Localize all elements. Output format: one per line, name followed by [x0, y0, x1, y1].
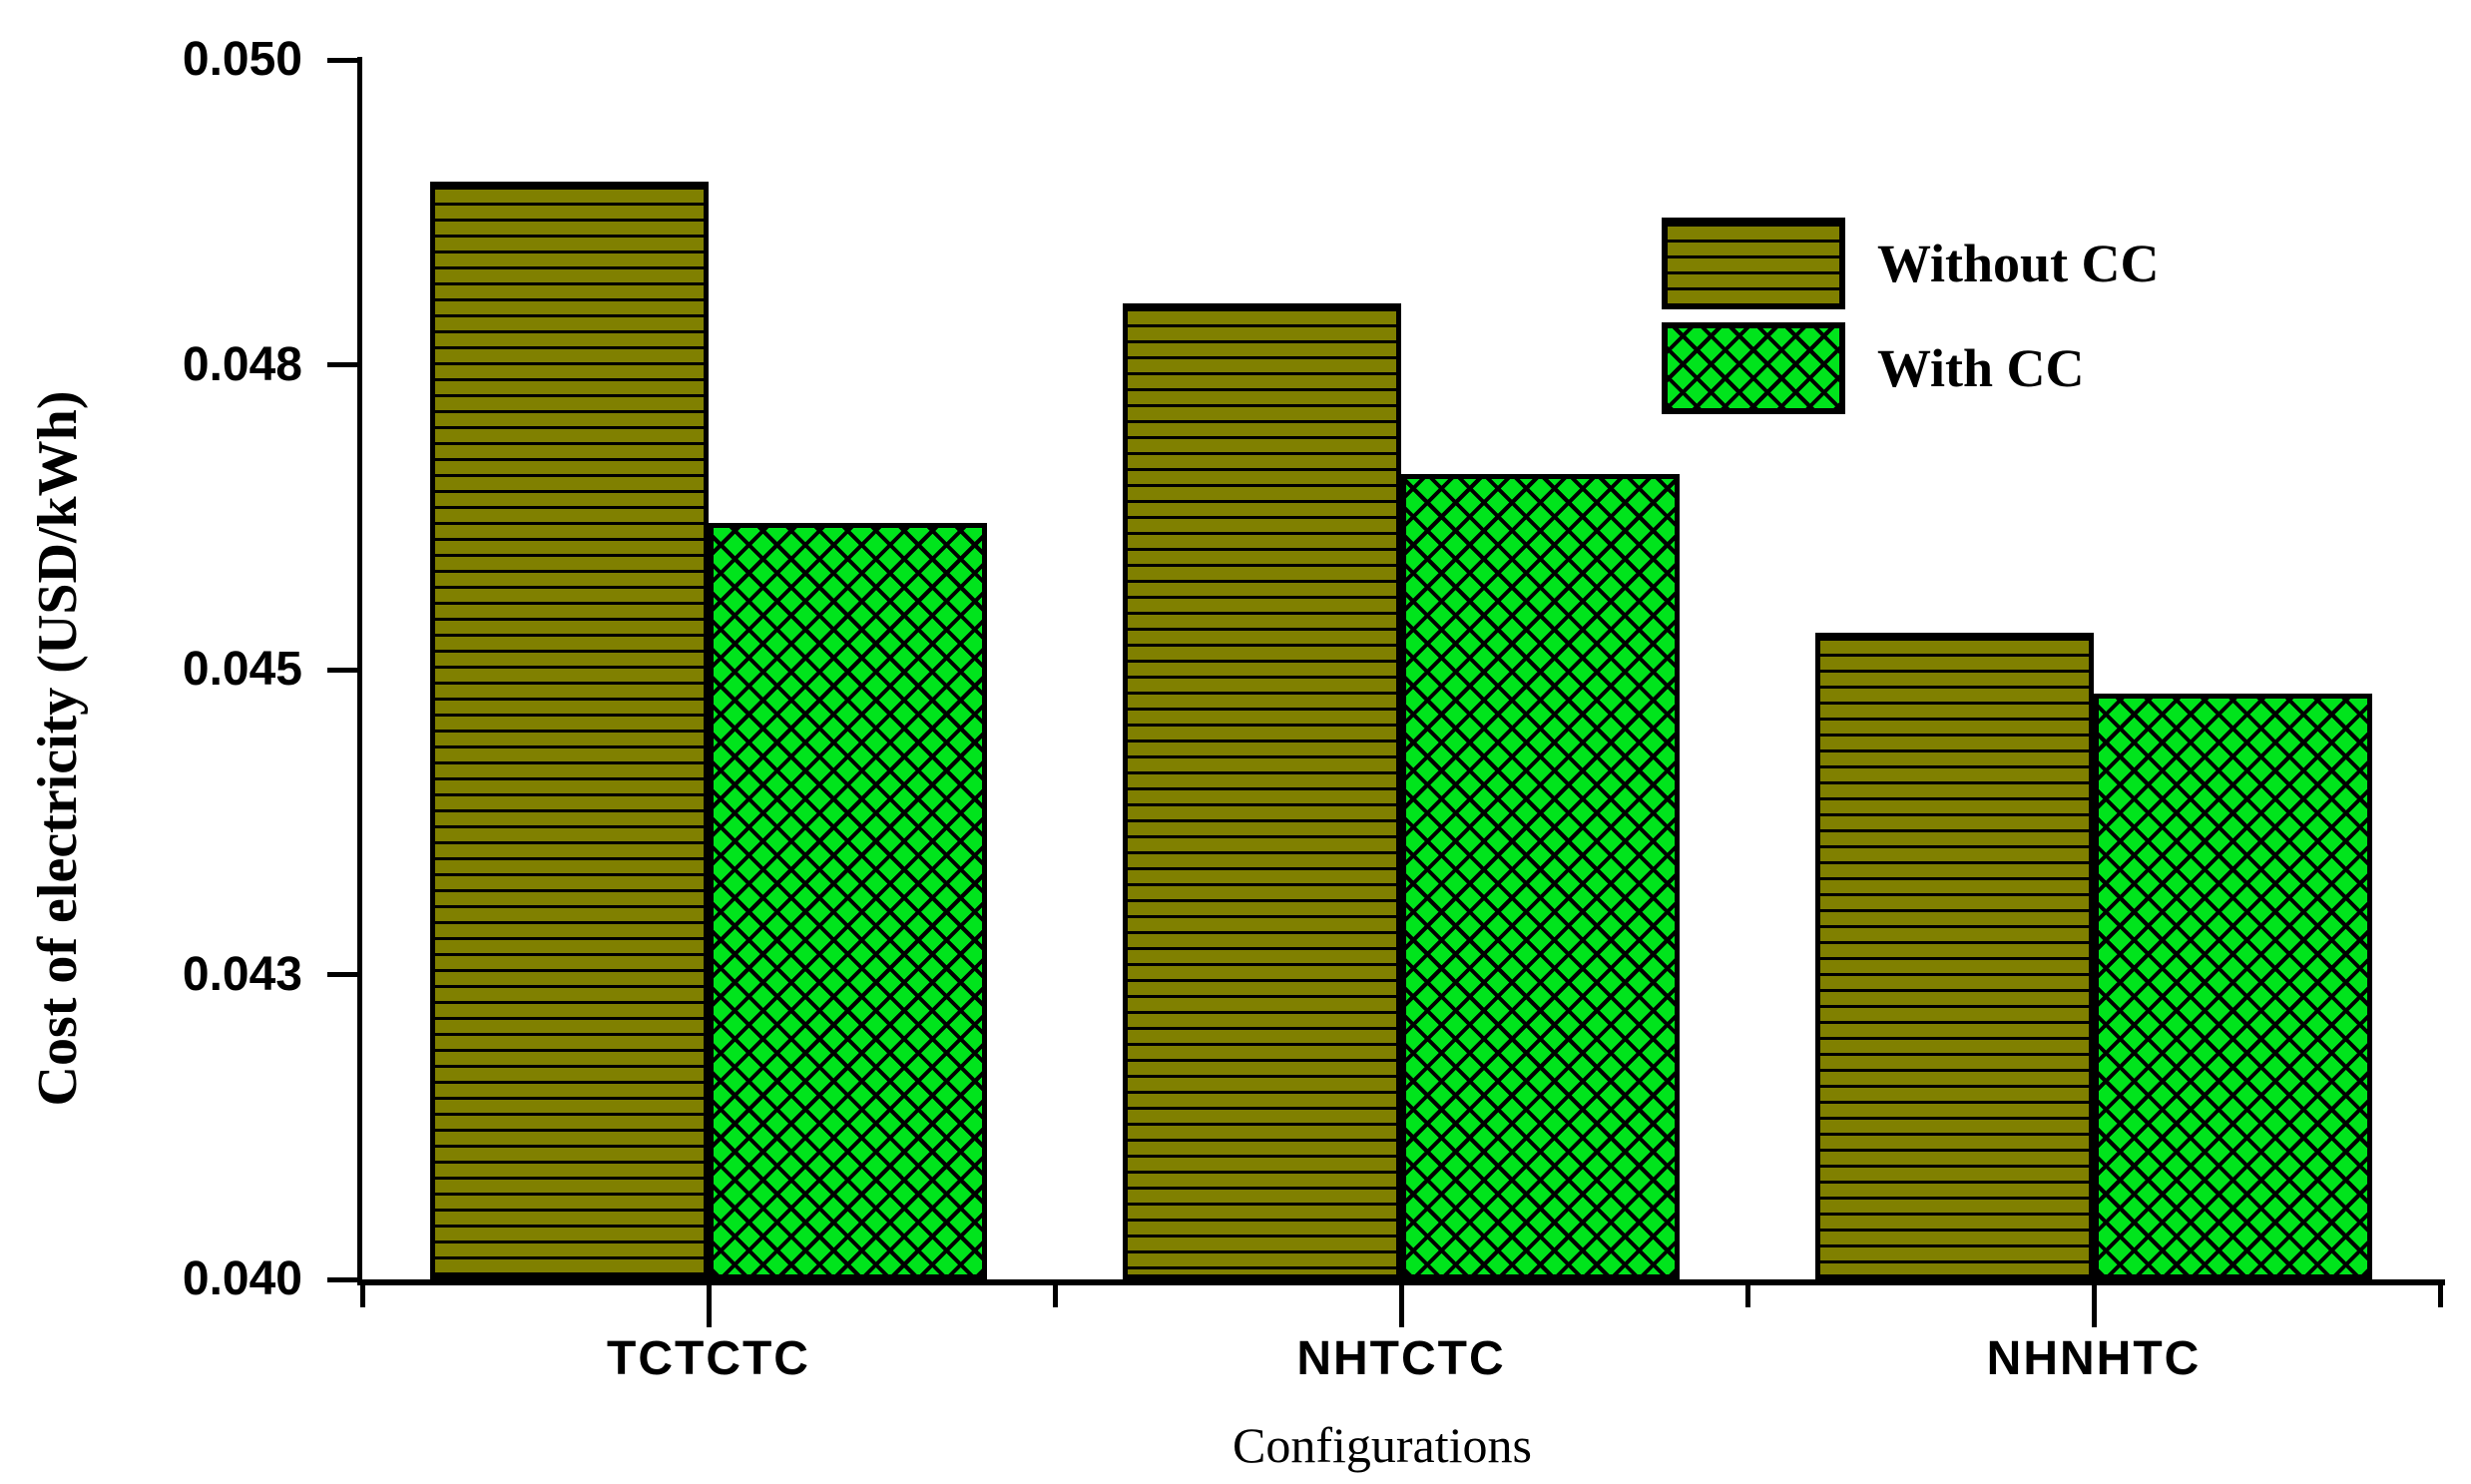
legend-item-without-cc: Without CC [1662, 218, 2160, 309]
y-tick-label-0.043: 0.043 [182, 947, 302, 1001]
legend-swatch-with-cc-icon [1662, 322, 1845, 414]
legend-item-with-cc: With CC [1662, 322, 2160, 414]
legend-swatch-without-cc-icon [1662, 218, 1845, 309]
x-tick-TCTCTC [706, 1285, 712, 1327]
x-axis-title: Configurations [1233, 1417, 1532, 1473]
y-axis-title: Cost of electricity (USD/kWh) [27, 390, 89, 1107]
x-tick-label-NHTCTC: NHTCTC [1296, 1332, 1506, 1385]
bar-NHTCTC-with-cc [1401, 474, 1680, 1279]
bar-NHTCTC-without-cc [1123, 303, 1401, 1279]
bar-TCTCTC-without-cc [430, 182, 709, 1279]
y-tick-0.043 [327, 972, 357, 977]
y-tick-label-0.050: 0.050 [182, 33, 302, 86]
bar-TCTCTC-with-cc [709, 523, 987, 1279]
y-tick-0.045 [327, 667, 357, 673]
y-axis-line [357, 57, 362, 1285]
x-tick-label-NHNHTC: NHNHTC [1986, 1332, 2202, 1385]
bar-NHNHTC-with-cc [2094, 694, 2372, 1279]
y-tick-label-0.045: 0.045 [182, 643, 302, 696]
x-minor-tick-0 [359, 1285, 365, 1307]
legend-label-with-cc: With CC [1877, 338, 2085, 398]
y-tick-label-0.048: 0.048 [182, 337, 302, 391]
x-tick-NHTCTC [1398, 1285, 1404, 1327]
x-minor-tick-3 [2437, 1285, 2443, 1307]
x-tick-label-TCTCTC: TCTCTC [607, 1332, 810, 1385]
y-tick-0.040 [327, 1276, 357, 1282]
legend: Without CC With CC [1662, 218, 2160, 427]
x-minor-tick-1 [1052, 1285, 1058, 1307]
y-tick-label-0.040: 0.040 [182, 1252, 302, 1305]
x-tick-NHNHTC [2091, 1285, 2097, 1327]
y-tick-0.050 [327, 57, 357, 63]
plot-area: 0.040 0.043 0.045 0.048 0.050 TCTCTC NHTCTC NH… [183, 33, 2445, 1385]
legend-label-without-cc: Without CC [1877, 234, 2160, 293]
x-minor-tick-2 [1744, 1285, 1750, 1307]
x-axis-line [357, 1279, 2445, 1285]
bar-NHNHTC-without-cc [1815, 633, 2094, 1279]
y-tick-0.048 [327, 362, 357, 367]
